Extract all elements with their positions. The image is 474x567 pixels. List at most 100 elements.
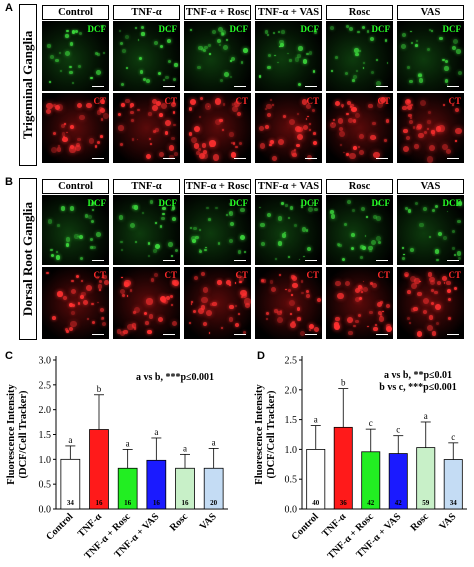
cell-spot [369,310,373,315]
cell-spot [386,303,391,308]
cell-spot [290,321,297,328]
cell-spot [434,290,438,295]
significance-letter: c [396,425,400,435]
cell-spot [126,295,129,297]
cell-spot [330,69,333,72]
cell-spot [129,223,135,229]
cell-spot [64,122,67,125]
cell-spot [137,108,140,112]
column-header: TNF-α + VAS [255,5,322,20]
cell-spot [330,214,336,220]
cell-spot [376,202,380,206]
cell-spot [58,52,61,54]
cell-spot [356,70,359,73]
cell-spot [231,103,235,106]
cell-spot [444,59,449,64]
cell-spot [121,249,124,252]
cell-spot [223,72,229,78]
cell-spot [199,248,201,251]
cell-spot [52,131,57,136]
cell-spot [203,149,208,154]
cell-spot [139,70,144,74]
cell-spot [452,247,455,250]
cell-spot [96,231,102,237]
row-label-trigeminal-text: Trigeminal Ganglia [20,30,35,140]
cell-spot [446,288,451,293]
cell-spot [266,112,272,118]
cell-spot [349,152,356,160]
bar [60,458,81,510]
cell-spot [428,144,436,151]
cell-spot [190,137,197,143]
scale-bar [305,85,317,87]
cell-spot [198,308,204,314]
cell-spot [75,144,82,151]
scale-bar [163,157,175,159]
scale-bar [447,157,459,159]
significance-annotation: a vs b, **p≤0.01 [384,370,452,381]
cell-spot [446,280,451,286]
cell-spot [266,212,271,217]
cell-spot [121,276,123,279]
cell-spot [56,147,61,152]
column-header: VAS [397,5,464,20]
cell-spot [448,317,451,320]
cell-spot [454,139,457,142]
cell-spot [239,280,242,284]
cell-spot [429,28,432,32]
cell-spot [167,38,172,43]
cell-spot [69,70,73,75]
cell-spot [96,140,101,144]
ct-tag: CT [93,96,106,106]
cell-spot [297,54,301,59]
sample-size-label: 16 [153,499,161,507]
cell-spot [147,241,151,245]
bar [89,429,109,510]
cell-spot [79,256,83,260]
sample-size-label: 16 [96,499,104,507]
cell-spot [313,132,316,135]
cell-spot [446,149,452,155]
cell-spot [68,66,72,69]
cell-spot [103,51,106,54]
cell-spot [357,30,360,33]
dcf-micrograph: DCF [255,21,322,91]
cell-spot [314,326,320,332]
cell-spot [133,205,139,210]
cell-spot [289,119,296,126]
dcf-tag: DCF [229,24,249,34]
cell-spot [239,141,243,146]
cell-spot [165,75,169,79]
cell-spot [401,32,406,37]
column-header: TNF-α [113,5,180,20]
cell-spot [207,105,210,108]
ct-tag: CT [235,270,248,280]
dcf-micrograph: DCF [397,21,464,91]
cell-spot [437,280,442,285]
y-tick-label: 3.0 [39,356,52,367]
cell-spot [55,255,60,260]
cell-spot [296,143,300,148]
cell-spot [361,26,365,30]
column-header: Rosc [326,5,393,20]
cell-spot [192,309,196,313]
cell-spot [417,331,423,337]
cell-spot [456,49,461,54]
significance-letter: b [97,384,102,394]
cell-spot [333,324,340,331]
cell-spot [167,60,171,64]
cell-spot [81,291,86,297]
cell-spot [200,48,204,52]
cell-spot [384,139,387,142]
cell-spot [335,280,341,287]
cell-spot [77,102,83,108]
cell-spot [458,70,463,75]
cell-spot [118,112,122,116]
cell-spot [228,316,234,322]
cell-spot [277,241,282,246]
cell-spot [65,34,69,38]
cell-spot [162,212,165,216]
cell-spot [452,229,456,234]
cell-spot [370,37,375,42]
cell-spot [198,228,201,231]
